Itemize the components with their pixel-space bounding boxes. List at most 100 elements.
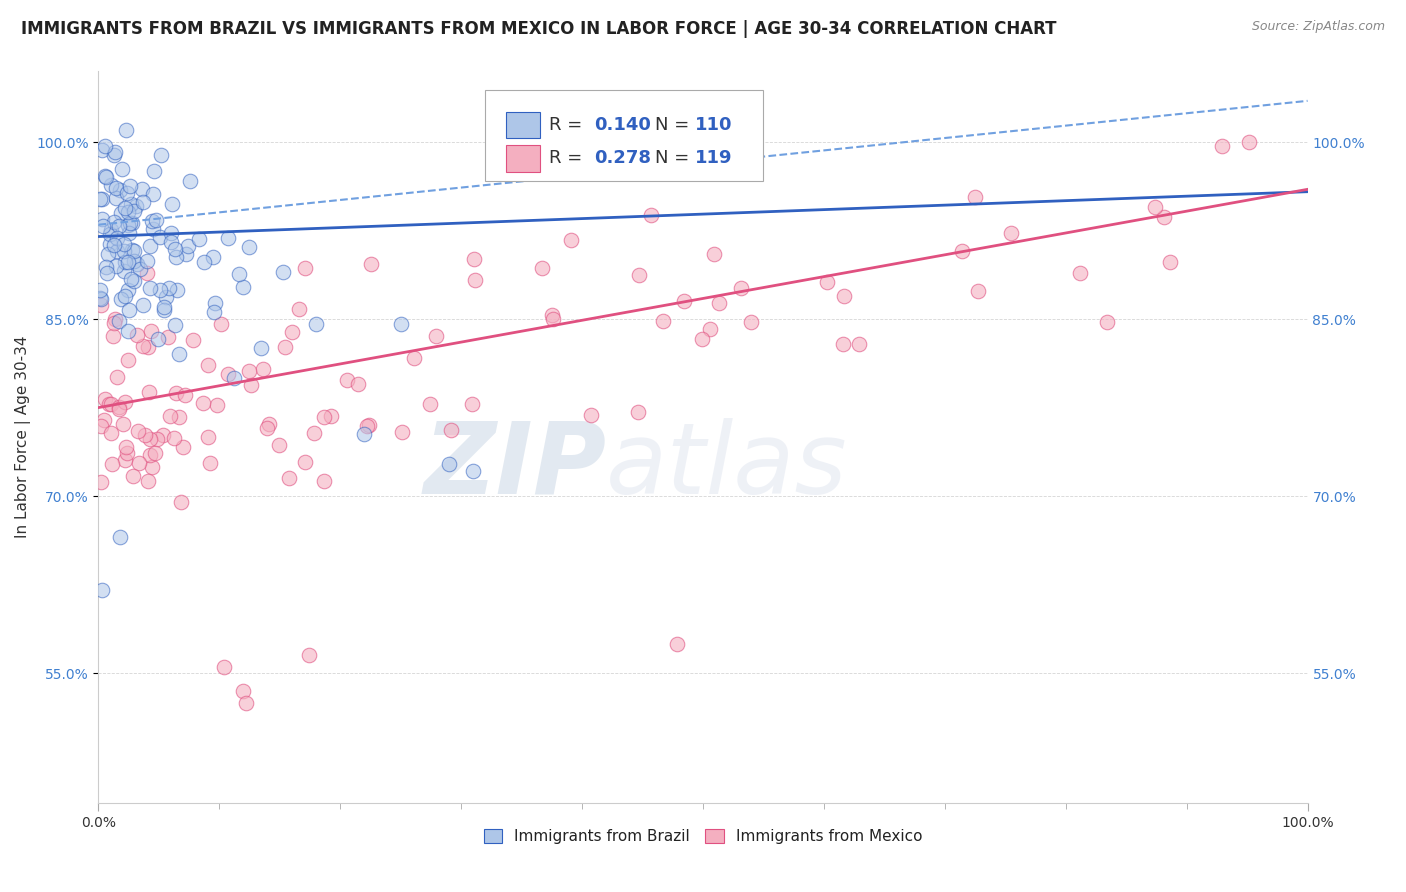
Point [155, 290, 177, 304]
Text: Source: ZipAtlas.com: Source: ZipAtlas.com [1251, 20, 1385, 33]
Point [120, 196, 142, 211]
Point [139, 281, 162, 295]
Point [94, 138, 117, 153]
Point [176, 247, 198, 261]
Point [120, 271, 142, 285]
Point [359, 418, 381, 433]
Point [267, 438, 290, 452]
Point [103, 237, 125, 252]
Point [100, 425, 122, 440]
Point [461, 397, 484, 411]
Point [238, 364, 260, 378]
Point [125, 328, 148, 343]
Point [581, 409, 603, 423]
Point [90, 211, 112, 226]
Point [143, 446, 166, 460]
Point [360, 257, 382, 271]
Point [124, 244, 146, 259]
Point [127, 424, 149, 438]
Point [294, 455, 316, 469]
Point [172, 440, 194, 454]
Point [110, 161, 132, 176]
Point [110, 205, 132, 219]
Point [104, 181, 127, 195]
Point [165, 243, 187, 257]
Point [149, 230, 172, 244]
Point [90, 583, 112, 598]
Point [138, 432, 160, 446]
Y-axis label: In Labor Force | Age 30-34: In Labor Force | Age 30-34 [14, 335, 31, 539]
Point [105, 244, 128, 258]
Point [288, 301, 311, 316]
Point [94, 170, 117, 185]
Point [179, 174, 201, 188]
Point [437, 457, 460, 471]
Point [118, 227, 141, 241]
Bar [506, 145, 540, 171]
Point [128, 262, 150, 277]
Point [136, 474, 159, 488]
Point [114, 201, 136, 215]
Point [94, 392, 117, 407]
Point [112, 244, 135, 258]
Point [101, 329, 124, 343]
Point [91, 193, 114, 207]
Point [115, 123, 138, 137]
Point [672, 294, 695, 309]
Point [640, 208, 662, 222]
Point [209, 318, 232, 332]
Point [89, 284, 111, 298]
Point [146, 432, 169, 446]
Point [105, 260, 128, 274]
Point [463, 252, 485, 266]
Point [159, 409, 181, 423]
Legend: Immigrants from Brazil, Immigrants from Mexico: Immigrants from Brazil, Immigrants from … [478, 822, 928, 850]
Point [204, 305, 226, 319]
Point [115, 186, 138, 201]
Point [297, 648, 319, 663]
Point [132, 339, 155, 353]
Point [703, 247, 725, 261]
Point [257, 417, 280, 432]
Point [114, 452, 136, 467]
Point [121, 243, 143, 257]
Point [159, 227, 181, 241]
Text: atlas: atlas [606, 417, 848, 515]
Point [91, 219, 114, 234]
Point [153, 300, 176, 314]
Point [103, 215, 125, 229]
Point [138, 384, 160, 399]
Point [118, 216, 141, 230]
Point [314, 474, 336, 488]
Point [170, 494, 193, 508]
Point [252, 362, 274, 376]
Point [1000, 226, 1022, 240]
Point [1069, 266, 1091, 280]
Point [112, 417, 135, 432]
Point [122, 469, 145, 483]
Point [157, 281, 180, 295]
Point [217, 367, 239, 381]
Text: 110: 110 [695, 116, 733, 134]
Point [104, 311, 127, 326]
Point [97, 247, 120, 261]
Point [197, 358, 219, 372]
Point [950, 244, 973, 258]
Point [157, 330, 180, 344]
Point [118, 303, 141, 318]
Point [336, 373, 359, 387]
Point [90, 475, 112, 489]
Point [1237, 135, 1260, 149]
Point [281, 325, 304, 339]
Point [114, 394, 136, 409]
Text: N =: N = [655, 116, 695, 134]
Point [115, 440, 138, 454]
Point [107, 219, 129, 233]
Point [228, 267, 250, 281]
Point [1159, 255, 1181, 269]
Point [201, 250, 224, 264]
Point [169, 347, 191, 361]
Point [152, 428, 174, 442]
Point [100, 396, 122, 410]
Point [117, 205, 139, 219]
